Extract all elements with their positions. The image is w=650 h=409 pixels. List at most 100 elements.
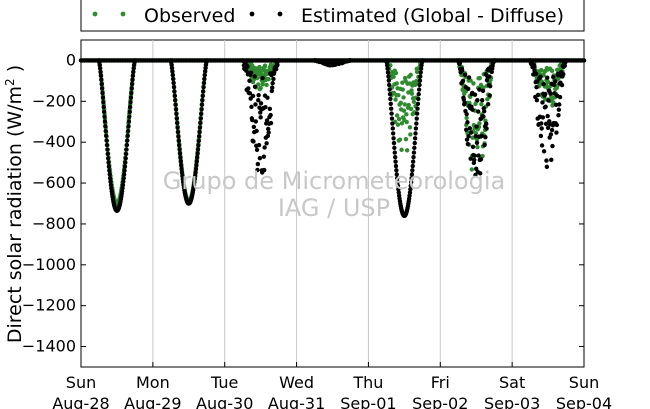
data-point bbox=[102, 119, 108, 124]
data-point bbox=[470, 107, 475, 112]
data-point bbox=[127, 104, 133, 110]
data-point bbox=[245, 64, 250, 69]
data-point bbox=[541, 149, 547, 154]
data-point bbox=[175, 129, 181, 135]
data-point bbox=[255, 161, 261, 167]
data-point bbox=[543, 91, 548, 97]
data-point bbox=[126, 119, 132, 124]
data-point bbox=[199, 107, 204, 112]
data-point bbox=[487, 93, 492, 98]
data-point bbox=[389, 116, 395, 121]
data-point bbox=[391, 136, 396, 141]
data-point bbox=[534, 85, 539, 90]
data-point bbox=[407, 125, 413, 130]
x-tick-label-day: Thu bbox=[352, 373, 383, 392]
data-point bbox=[535, 92, 541, 98]
data-point bbox=[531, 62, 537, 68]
data-point bbox=[269, 88, 275, 94]
data-point bbox=[533, 71, 539, 77]
data-point bbox=[394, 81, 399, 86]
data-point bbox=[393, 97, 398, 102]
data-point bbox=[395, 183, 401, 189]
y-tick-label: −600 bbox=[32, 173, 76, 192]
data-point bbox=[478, 171, 483, 176]
data-point bbox=[125, 128, 131, 134]
data-point bbox=[194, 163, 199, 168]
x-tick-label-date: Sep-03 bbox=[484, 394, 540, 409]
data-point bbox=[417, 78, 423, 83]
data-point bbox=[539, 143, 545, 148]
data-point bbox=[395, 179, 400, 185]
data-point bbox=[197, 129, 202, 135]
data-points bbox=[78, 58, 587, 218]
data-point bbox=[256, 82, 261, 87]
data-point bbox=[413, 131, 418, 136]
data-point bbox=[393, 70, 399, 76]
legend-estimated-marker-2 bbox=[277, 11, 283, 17]
data-point bbox=[554, 122, 560, 128]
data-point bbox=[460, 68, 465, 73]
data-point bbox=[480, 88, 486, 94]
data-point bbox=[559, 82, 565, 88]
data-point bbox=[411, 150, 417, 155]
data-point bbox=[265, 95, 270, 100]
data-point bbox=[394, 176, 400, 181]
data-point bbox=[247, 91, 253, 96]
data-point bbox=[396, 187, 401, 192]
data-point bbox=[107, 175, 113, 181]
data-point bbox=[270, 80, 275, 86]
data-point bbox=[127, 114, 132, 119]
x-tick-label-day: Tue bbox=[210, 373, 238, 392]
data-point bbox=[197, 125, 203, 130]
data-point bbox=[262, 167, 267, 173]
data-point bbox=[101, 104, 106, 110]
y-tick-label: −800 bbox=[32, 214, 76, 233]
data-point bbox=[553, 102, 559, 107]
data-point bbox=[122, 164, 128, 169]
data-point bbox=[97, 66, 103, 71]
data-point bbox=[535, 79, 540, 84]
data-point bbox=[414, 116, 419, 121]
data-point bbox=[177, 147, 182, 152]
data-point bbox=[125, 133, 130, 138]
data-point bbox=[556, 113, 561, 118]
watermark-line-1: Grupo de Micrometeorologia bbox=[163, 167, 505, 195]
data-point bbox=[128, 100, 133, 105]
data-point bbox=[401, 95, 406, 100]
data-point bbox=[192, 176, 197, 182]
data-point bbox=[540, 115, 546, 120]
data-point bbox=[404, 119, 409, 125]
data-point bbox=[406, 90, 411, 95]
data-point bbox=[123, 151, 129, 157]
data-point bbox=[388, 101, 393, 106]
data-point bbox=[250, 117, 255, 123]
data-point bbox=[258, 115, 263, 120]
data-point bbox=[385, 66, 390, 71]
data-point bbox=[174, 111, 179, 117]
data-point bbox=[392, 154, 398, 160]
x-tick-label-date: Aug-29 bbox=[124, 394, 181, 409]
data-point bbox=[389, 111, 394, 116]
data-point bbox=[387, 87, 392, 92]
data-point bbox=[254, 128, 259, 134]
data-point bbox=[121, 175, 126, 181]
data-point bbox=[482, 142, 487, 148]
data-point bbox=[472, 157, 477, 163]
data-point bbox=[483, 134, 488, 140]
data-point bbox=[399, 147, 404, 153]
data-point bbox=[414, 121, 419, 126]
watermark-line-2: IAG / USP bbox=[278, 194, 390, 222]
data-point bbox=[124, 142, 130, 148]
data-point bbox=[202, 69, 208, 74]
data-point bbox=[262, 145, 267, 150]
data-point bbox=[464, 111, 469, 117]
data-point bbox=[412, 136, 418, 141]
data-point bbox=[264, 82, 269, 88]
data-point bbox=[401, 108, 407, 113]
y-tick-label: 0 bbox=[66, 50, 76, 69]
data-point bbox=[129, 86, 134, 91]
data-point bbox=[126, 124, 131, 129]
data-point bbox=[261, 154, 267, 159]
data-point bbox=[388, 96, 393, 102]
data-point bbox=[402, 102, 407, 107]
